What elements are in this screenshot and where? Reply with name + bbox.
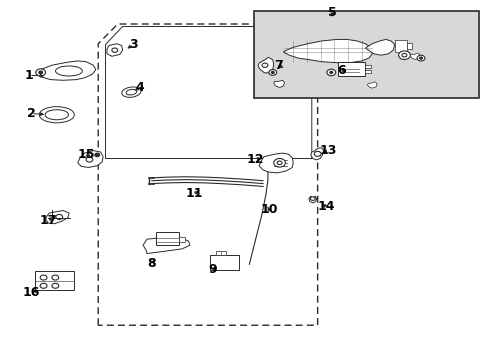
Bar (179, 237, 184, 242)
Circle shape (39, 71, 42, 74)
Circle shape (277, 161, 282, 165)
Text: 7: 7 (274, 59, 283, 72)
Polygon shape (36, 61, 96, 80)
Circle shape (329, 71, 332, 73)
Ellipse shape (56, 66, 82, 76)
Polygon shape (107, 44, 122, 56)
Circle shape (268, 69, 276, 75)
Bar (365, 64, 370, 68)
Text: 6: 6 (337, 64, 346, 77)
Circle shape (95, 153, 100, 157)
Text: 15: 15 (77, 148, 95, 161)
Circle shape (326, 69, 335, 76)
Text: 9: 9 (208, 263, 217, 276)
Ellipse shape (45, 110, 68, 120)
Polygon shape (258, 57, 273, 73)
Bar (337, 62, 364, 76)
Bar (365, 70, 370, 73)
Text: 4: 4 (135, 81, 144, 94)
Text: 12: 12 (246, 153, 264, 166)
Text: 16: 16 (22, 287, 40, 300)
Text: 8: 8 (147, 257, 156, 270)
Text: 2: 2 (26, 107, 35, 120)
Circle shape (40, 275, 47, 280)
Text: 5: 5 (327, 6, 336, 19)
Circle shape (52, 275, 59, 280)
Circle shape (416, 55, 424, 61)
Bar (394, 40, 406, 51)
Bar (254, 12, 478, 98)
Circle shape (52, 283, 59, 288)
Text: 11: 11 (185, 187, 203, 200)
Circle shape (401, 53, 406, 57)
Bar (406, 42, 411, 49)
Text: 10: 10 (260, 203, 277, 216)
Polygon shape (45, 211, 69, 224)
Circle shape (419, 57, 422, 59)
Bar (210, 255, 238, 270)
Polygon shape (78, 150, 103, 167)
Bar (216, 251, 225, 255)
Circle shape (36, 69, 45, 76)
Polygon shape (409, 53, 419, 59)
Polygon shape (366, 82, 376, 88)
Polygon shape (308, 196, 316, 203)
Text: 13: 13 (319, 144, 336, 157)
Polygon shape (259, 153, 293, 173)
Polygon shape (283, 40, 371, 63)
Bar (35, 271, 74, 291)
Circle shape (314, 151, 321, 156)
Circle shape (262, 63, 267, 67)
Polygon shape (365, 40, 394, 55)
Bar (156, 232, 179, 244)
Text: 17: 17 (40, 214, 57, 227)
Circle shape (310, 197, 315, 201)
Text: 3: 3 (129, 38, 137, 51)
Circle shape (273, 158, 285, 167)
Polygon shape (273, 80, 284, 87)
Polygon shape (310, 148, 323, 160)
Text: 14: 14 (317, 201, 334, 213)
Circle shape (40, 283, 47, 288)
Polygon shape (143, 237, 189, 253)
Ellipse shape (39, 107, 74, 123)
Circle shape (112, 48, 118, 52)
Circle shape (86, 157, 93, 162)
Circle shape (398, 51, 409, 59)
Ellipse shape (122, 87, 141, 97)
Ellipse shape (126, 89, 136, 95)
Circle shape (271, 71, 274, 73)
Text: 1: 1 (24, 69, 33, 82)
Circle shape (56, 215, 62, 220)
